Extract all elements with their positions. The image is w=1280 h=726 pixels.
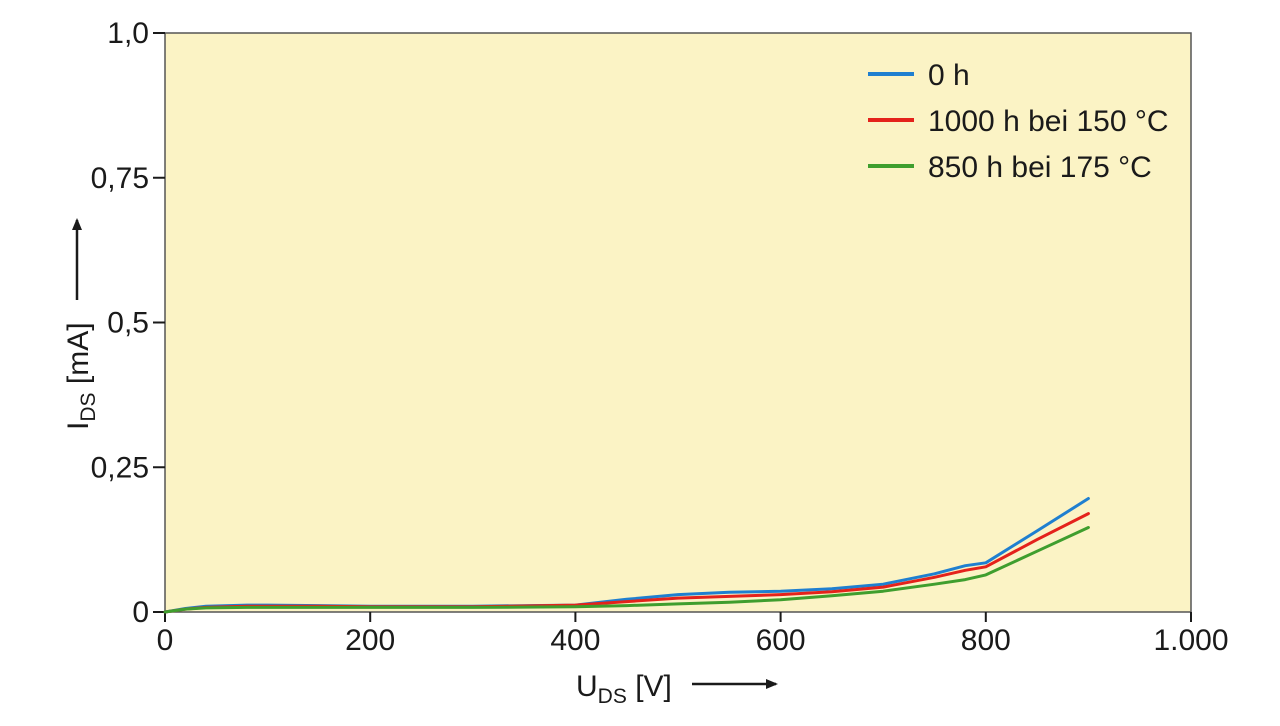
y-axis-label-sub: DS [77,392,100,421]
y-tick-label: 0,5 [107,307,149,340]
x-tick-label: 200 [345,624,395,657]
x-tick-label: 1.000 [1153,624,1228,657]
y-axis-label: IDS [mA] [62,322,100,430]
x-tick-label: 800 [961,624,1011,657]
y-tick-label: 0 [132,596,149,629]
y-tick-label: 0,25 [91,451,149,484]
legend-label: 850 h bei 175 °C [928,151,1152,184]
x-tick-label: 600 [756,624,806,657]
x-axis-label-main: U [576,670,598,703]
y-tick-label: 0,75 [91,162,149,195]
legend-label: 1000 h bei 150 °C [928,105,1169,138]
y-axis-label-unit: [mA] [62,322,95,392]
y-axis: 0 0,25 0,5 0,75 1,0 [91,17,165,629]
y-axis-label-main: I [62,422,95,430]
plot-area [164,32,1192,613]
x-tick-label: 400 [550,624,600,657]
legend: 0 h 1000 h bei 150 °C 850 h bei 175 °C [868,59,1169,184]
series-lines [163,497,1090,614]
x-axis-label-unit: [V] [627,670,672,703]
x-axis-label: UDS [V] [576,670,672,708]
y-tick-label: 1,0 [107,17,149,50]
x-tick-label: 0 [157,624,174,657]
x-axis: 0 200 400 600 800 1.000 [157,612,1229,657]
x-axis-label-sub: DS [598,685,627,708]
series-line-3 [163,526,1090,614]
legend-label: 0 h [928,59,970,92]
